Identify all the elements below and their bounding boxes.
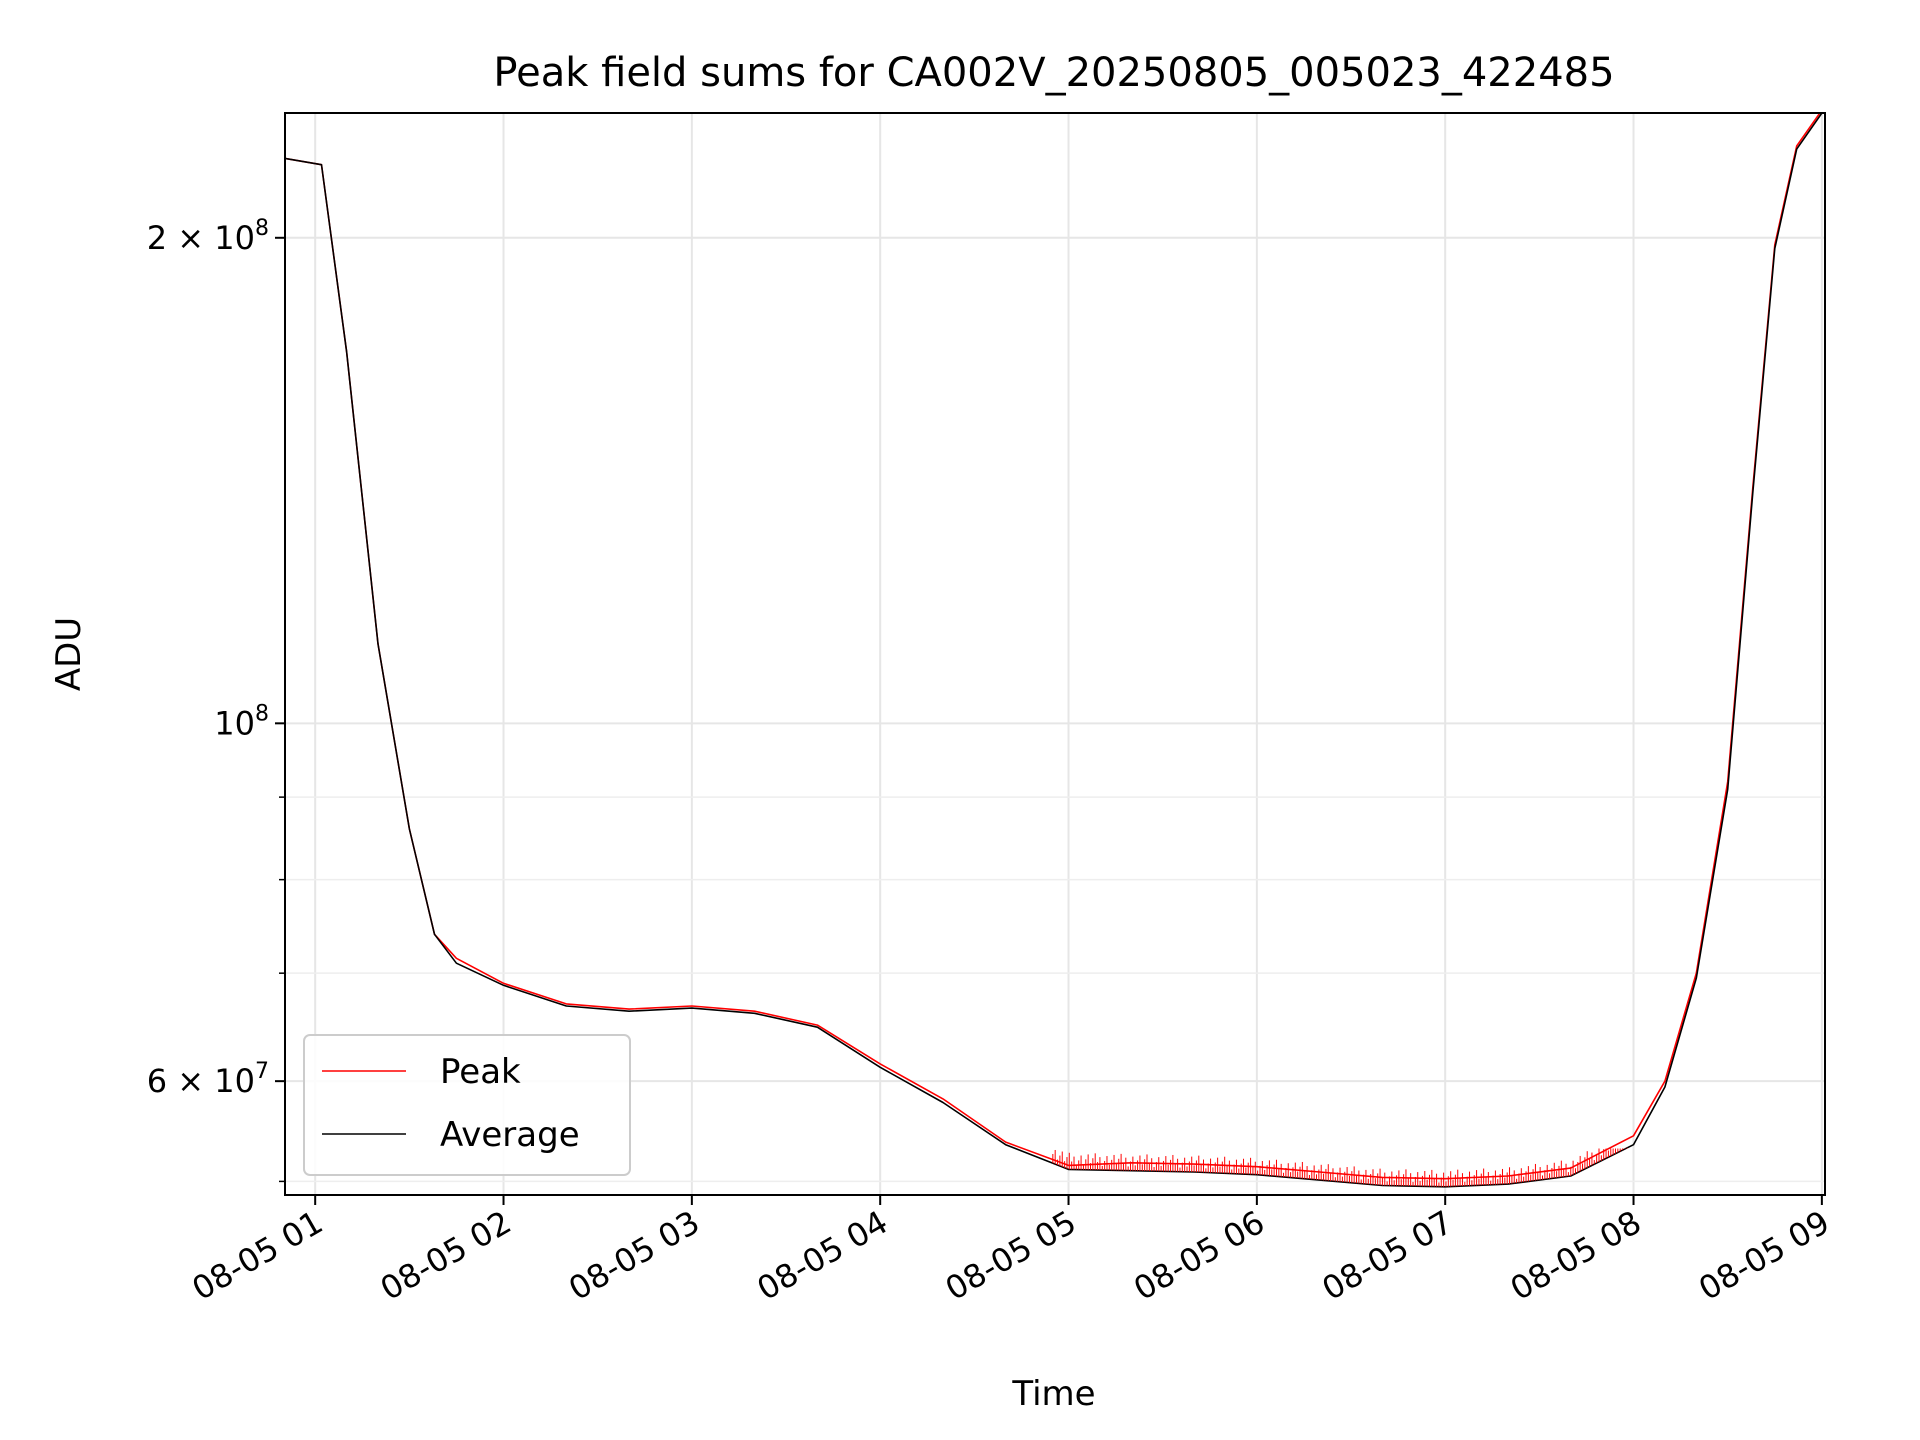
grid: [285, 113, 1825, 1195]
legend-label-average: Average: [440, 1115, 580, 1155]
chart-title: Peak field sums for CA002V_20250805_0050…: [493, 50, 1614, 96]
peak-spikes: [1052, 1147, 1628, 1187]
y-tick-label: 2 × 108: [147, 216, 269, 257]
plot-frame: [284, 112, 1826, 1196]
series-line-average: [285, 113, 1823, 1188]
series-peak: [285, 113, 1821, 1180]
legend[interactable]: Peak Average: [303, 1034, 631, 1176]
series-layer: [285, 113, 1823, 1188]
series-average: [285, 113, 1823, 1188]
series-line-peak: [285, 113, 1821, 1180]
y-tick-label: 108: [214, 701, 269, 742]
x-axis-label: Time: [1011, 1374, 1095, 1414]
y-axis-label: ADU: [49, 617, 89, 691]
y-tick-label: 6 × 107: [147, 1059, 269, 1100]
legend-label-peak: Peak: [440, 1052, 521, 1092]
legend-box: [303, 1034, 631, 1176]
